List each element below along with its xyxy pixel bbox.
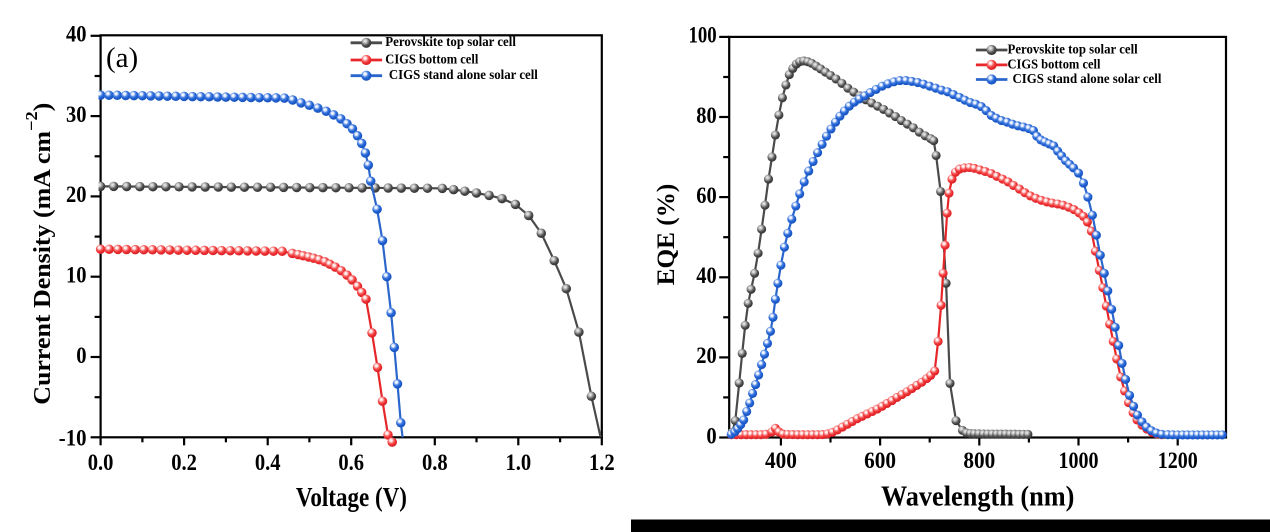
svg-text:80: 80	[696, 103, 717, 128]
svg-text:600: 600	[864, 448, 896, 473]
svg-text:0.8: 0.8	[422, 450, 448, 475]
svg-text:0: 0	[706, 423, 716, 448]
svg-text:CIGS bottom cell: CIGS bottom cell	[385, 51, 478, 66]
svg-text:1.2: 1.2	[589, 450, 615, 475]
svg-text:100: 100	[689, 23, 717, 48]
svg-text:10: 10	[66, 263, 87, 288]
svg-text:Wavelength (nm): Wavelength (nm)	[881, 481, 1075, 512]
svg-text:Voltage (V): Voltage (V)	[296, 482, 407, 512]
svg-text:40: 40	[696, 263, 717, 288]
svg-text:Perovskite top solar cell: Perovskite top solar cell	[385, 34, 516, 49]
svg-text:1200: 1200	[1158, 448, 1198, 473]
svg-text:20: 20	[696, 343, 717, 368]
svg-text:CIGS stand alone solar cell: CIGS stand alone solar cell	[389, 67, 538, 82]
svg-text:0: 0	[76, 343, 86, 368]
svg-text:CIGS stand alone solar cell: CIGS stand alone solar cell	[1013, 71, 1162, 86]
svg-text:30: 30	[66, 102, 87, 127]
svg-text:1.0: 1.0	[505, 450, 531, 475]
svg-text:0.0: 0.0	[88, 450, 114, 475]
svg-text:-10: -10	[59, 426, 87, 451]
svg-text:CIGS bottom cell: CIGS bottom cell	[1008, 56, 1101, 71]
svg-text:EQE (%): EQE (%)	[653, 184, 680, 286]
svg-text:0.6: 0.6	[338, 450, 364, 475]
svg-text:800: 800	[963, 448, 995, 473]
svg-text:40: 40	[66, 22, 87, 47]
svg-text:400: 400	[765, 448, 797, 473]
svg-text:(a): (a)	[106, 42, 138, 74]
svg-text:20: 20	[66, 182, 87, 207]
svg-text:60: 60	[696, 183, 717, 208]
svg-text:0.4: 0.4	[255, 450, 281, 475]
svg-text:1000: 1000	[1059, 448, 1099, 473]
svg-text:Perovskite top solar cell: Perovskite top solar cell	[1008, 41, 1138, 56]
svg-text:0.2: 0.2	[171, 450, 197, 475]
